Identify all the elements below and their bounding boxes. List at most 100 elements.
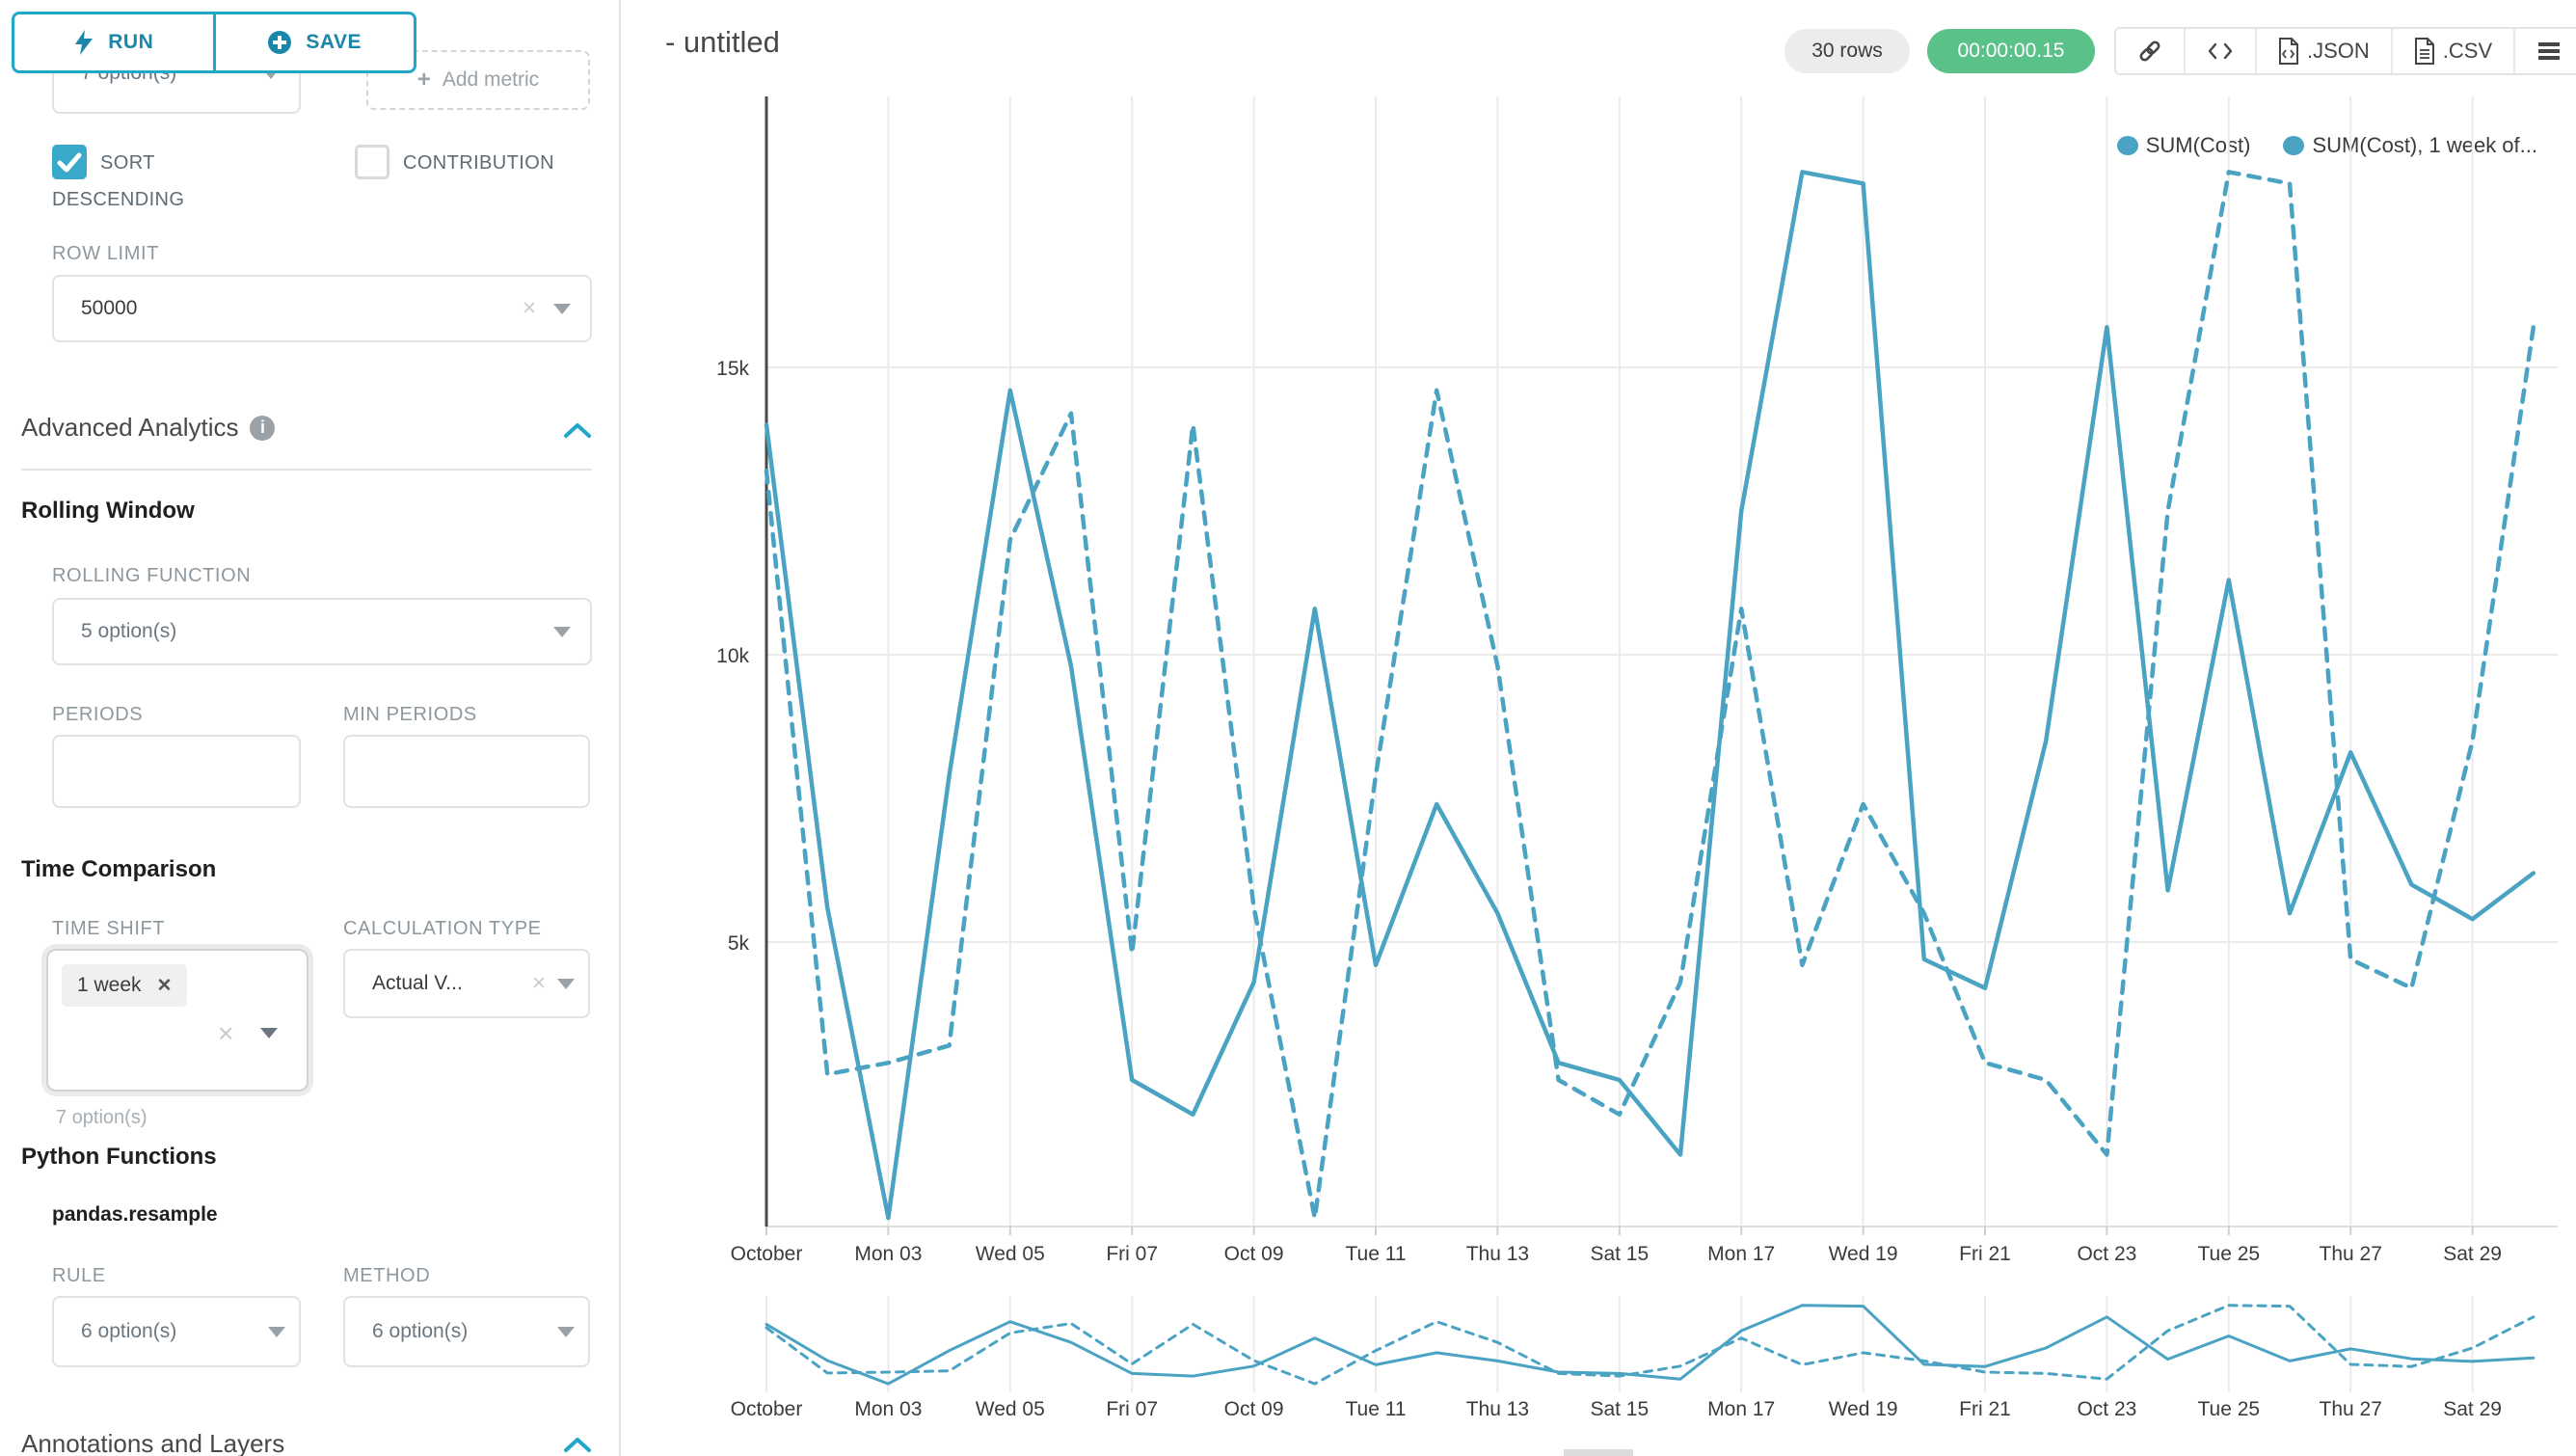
svg-text:Thu 27: Thu 27 bbox=[2320, 1243, 2382, 1265]
csv-label: .CSV bbox=[2442, 39, 2493, 63]
checkmark-icon bbox=[57, 152, 82, 173]
svg-text:Wed 19: Wed 19 bbox=[1829, 1243, 1898, 1265]
svg-text:Tue 11: Tue 11 bbox=[1345, 1243, 1406, 1265]
file-text-icon bbox=[2414, 38, 2434, 65]
scrollbar-thumb[interactable] bbox=[1564, 1449, 1633, 1456]
svg-text:Tue 11: Tue 11 bbox=[1345, 1398, 1406, 1420]
plus-icon: + bbox=[416, 67, 431, 93]
svg-text:Thu 27: Thu 27 bbox=[2320, 1398, 2382, 1420]
row-limit-label: ROW LIMIT bbox=[52, 243, 159, 264]
line-chart[interactable]: 5k 10k 15k October Mon 03 Wed 05 Fri 07 Oct 09 T… bbox=[620, 92, 2576, 1287]
export-json-button[interactable]: .JSON bbox=[2255, 29, 2391, 73]
clear-icon[interactable]: × bbox=[218, 1018, 234, 1048]
menu-icon bbox=[2538, 42, 2561, 60]
svg-text:Fri 07: Fri 07 bbox=[1106, 1243, 1158, 1265]
svg-text:Oct 09: Oct 09 bbox=[1224, 1398, 1284, 1420]
control-panel: 7 option(s) + Add metric RUN SAV bbox=[0, 0, 619, 1456]
clear-icon[interactable]: × bbox=[531, 970, 546, 996]
page-title[interactable]: - untitled bbox=[665, 25, 780, 59]
svg-text:Fri 21: Fri 21 bbox=[1959, 1398, 2011, 1420]
row-limit-value: 50000 bbox=[81, 297, 138, 319]
time-shift-tag[interactable]: 1 week ✕ bbox=[62, 964, 188, 1007]
time-comparison-title: Time Comparison bbox=[21, 856, 217, 882]
svg-text:Wed 05: Wed 05 bbox=[976, 1398, 1045, 1420]
plus-circle-icon bbox=[268, 31, 292, 54]
sort-descending-label-2: DESCENDING bbox=[52, 189, 185, 210]
contribution-checkbox[interactable] bbox=[355, 145, 389, 179]
svg-text:Wed 19: Wed 19 bbox=[1829, 1398, 1898, 1420]
chevron-down-icon bbox=[553, 303, 571, 314]
python-functions-title: Python Functions bbox=[21, 1144, 217, 1170]
min-periods-input[interactable] bbox=[343, 735, 590, 808]
rolling-function-value: 5 option(s) bbox=[81, 620, 177, 642]
advanced-analytics-header[interactable]: Advanced Analytics i bbox=[21, 413, 276, 443]
add-metric-button[interactable]: + Add metric bbox=[366, 50, 590, 110]
rule-value: 6 option(s) bbox=[81, 1320, 177, 1342]
svg-text:Oct 23: Oct 23 bbox=[2077, 1243, 2136, 1265]
clear-icon[interactable]: × bbox=[522, 295, 536, 321]
svg-text:Sat 29: Sat 29 bbox=[2443, 1398, 2502, 1420]
svg-text:October: October bbox=[731, 1398, 803, 1420]
svg-text:October: October bbox=[731, 1243, 803, 1265]
time-shift-hint: 7 option(s) bbox=[56, 1107, 148, 1128]
advanced-analytics-title: Advanced Analytics bbox=[21, 413, 239, 442]
timer-badge: 00:00:00.15 bbox=[1927, 29, 2095, 73]
save-button[interactable]: SAVE bbox=[212, 14, 415, 70]
svg-text:Wed 05: Wed 05 bbox=[976, 1243, 1045, 1265]
export-csv-button[interactable]: .CSV bbox=[2390, 29, 2513, 73]
min-periods-label: MIN PERIODS bbox=[343, 704, 477, 725]
view-query-button[interactable] bbox=[2184, 29, 2255, 73]
method-label: METHOD bbox=[343, 1265, 431, 1286]
mini-chart-brush[interactable]: October Mon 03 Wed 05 Fri 07 Oct 09 Tue 11 Thu… bbox=[620, 1292, 2576, 1427]
method-value: 6 option(s) bbox=[372, 1320, 469, 1342]
svg-text:Sat 15: Sat 15 bbox=[1590, 1398, 1649, 1420]
share-link-button[interactable] bbox=[2116, 29, 2184, 73]
time-shift-tag-label: 1 week bbox=[77, 974, 142, 996]
section-divider bbox=[21, 469, 592, 471]
file-code-icon bbox=[2279, 38, 2298, 65]
row-limit-select[interactable]: 50000 × bbox=[52, 275, 592, 342]
rolling-window-title: Rolling Window bbox=[21, 498, 195, 524]
svg-text:Fri 07: Fri 07 bbox=[1106, 1398, 1158, 1420]
svg-text:Oct 23: Oct 23 bbox=[2077, 1398, 2136, 1420]
pandas-resample-label: pandas.resample bbox=[52, 1203, 218, 1226]
method-select[interactable]: 6 option(s) bbox=[343, 1296, 590, 1367]
periods-label: PERIODS bbox=[52, 704, 144, 725]
svg-text:Mon 17: Mon 17 bbox=[1707, 1398, 1775, 1420]
chevron-up-icon[interactable] bbox=[561, 420, 594, 442]
link-icon bbox=[2139, 40, 2160, 62]
rolling-function-select[interactable]: 5 option(s) bbox=[52, 598, 592, 665]
legend-dot-icon bbox=[2283, 136, 2305, 155]
chart-menu-button[interactable] bbox=[2513, 29, 2576, 73]
code-icon bbox=[2208, 42, 2233, 60]
run-button[interactable]: RUN bbox=[14, 14, 213, 70]
chevron-up-icon[interactable] bbox=[561, 1435, 594, 1456]
legend-dot-icon bbox=[2116, 136, 2138, 155]
run-save-card: RUN SAVE bbox=[12, 12, 416, 73]
chevron-down-icon bbox=[260, 1028, 278, 1038]
svg-text:Thu 13: Thu 13 bbox=[1466, 1398, 1529, 1420]
rule-select[interactable]: 6 option(s) bbox=[52, 1296, 301, 1367]
chevron-down-icon bbox=[262, 67, 280, 79]
run-label: RUN bbox=[108, 31, 154, 53]
lightning-bolt-icon bbox=[75, 30, 94, 55]
sort-descending-checkbox[interactable] bbox=[52, 145, 87, 179]
remove-tag-icon[interactable]: ✕ bbox=[156, 975, 173, 996]
svg-text:Mon 17: Mon 17 bbox=[1707, 1243, 1775, 1265]
calculation-type-label: CALCULATION TYPE bbox=[343, 918, 542, 939]
json-label: .JSON bbox=[2307, 39, 2370, 63]
save-label: SAVE bbox=[306, 31, 362, 53]
calculation-type-select[interactable]: Actual V... × bbox=[343, 949, 590, 1018]
periods-input[interactable] bbox=[52, 735, 301, 808]
svg-text:5k: 5k bbox=[728, 932, 750, 955]
legend-label: SUM(Cost) bbox=[2145, 133, 2251, 157]
contribution-label: CONTRIBUTION bbox=[403, 152, 555, 174]
annotations-header[interactable]: Annotations and Layers bbox=[21, 1429, 284, 1456]
svg-text:Fri 21: Fri 21 bbox=[1959, 1243, 2011, 1265]
legend-item-sum-cost[interactable]: SUM(Cost) bbox=[2116, 133, 2251, 158]
time-shift-select[interactable]: 1 week ✕ × bbox=[46, 949, 309, 1092]
sort-descending-label: SORT bbox=[100, 152, 155, 174]
chevron-down-icon bbox=[553, 626, 571, 637]
annotations-title: Annotations and Layers bbox=[21, 1429, 285, 1456]
